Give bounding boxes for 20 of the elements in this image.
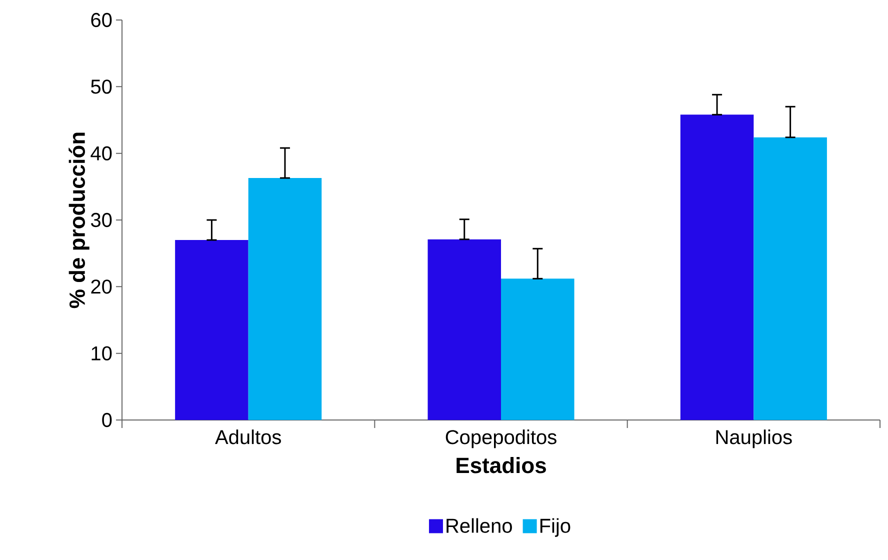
y-tick-label: 60	[91, 12, 112, 28]
legend-label: Relleno	[446, 518, 512, 533]
y-tick-label: 40	[90, 146, 112, 160]
x-tick-label: Adultos	[215, 430, 281, 444]
x-tick-label: Nauplios	[716, 430, 792, 448]
y-tick-label: 0	[102, 412, 112, 428]
bar	[428, 239, 502, 420]
bar	[175, 240, 248, 420]
bar	[501, 278, 574, 420]
x-axis-title: Estadios	[456, 457, 546, 474]
bar	[248, 178, 322, 420]
y-tick-label: 50	[91, 80, 112, 94]
y-tick-label: 30	[90, 212, 112, 228]
bar	[754, 137, 827, 420]
y-tick-label: 10	[92, 346, 112, 360]
x-tick-label: Copepoditos	[446, 430, 556, 448]
y-tick-label: 20	[91, 280, 112, 294]
legend-label: Fijo	[540, 518, 570, 537]
y-axis-title: % de producción	[68, 132, 90, 308]
bar	[680, 114, 754, 420]
